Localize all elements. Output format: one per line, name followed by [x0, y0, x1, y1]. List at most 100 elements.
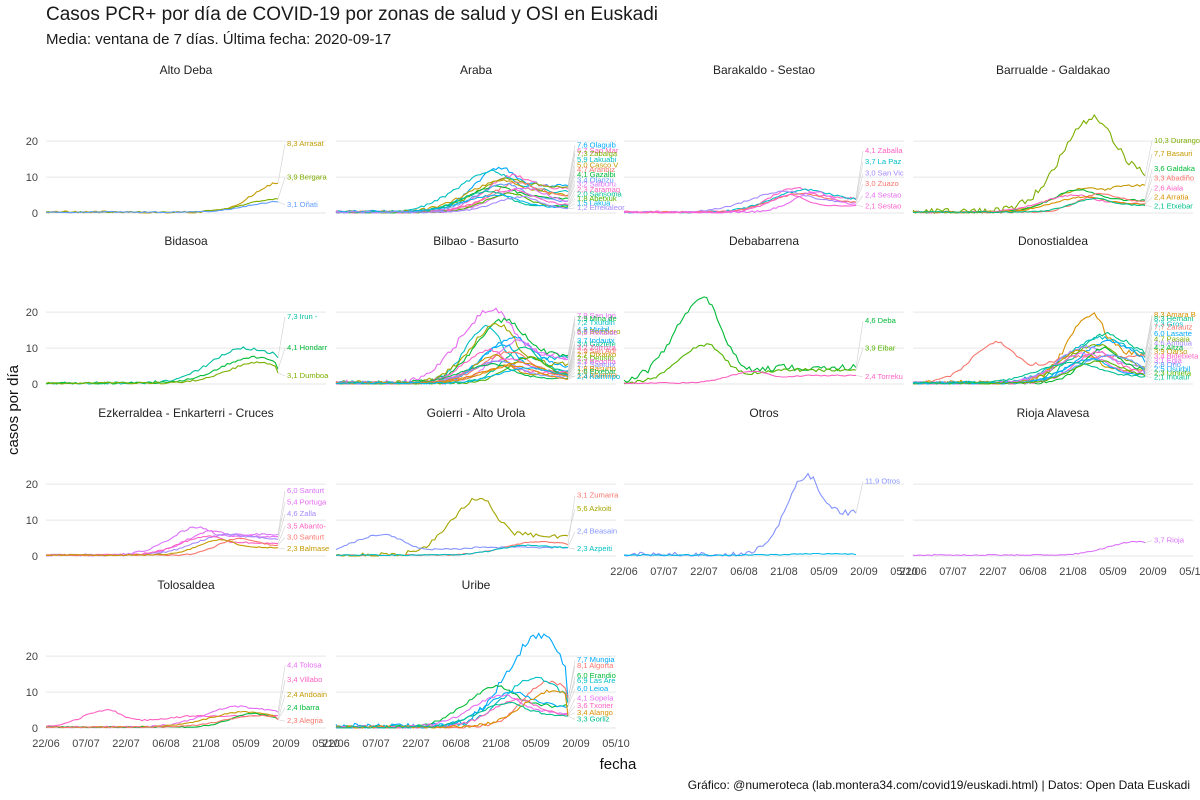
label-leader	[1144, 376, 1153, 378]
x-tick-label: 21/08	[192, 738, 220, 750]
label-leader	[567, 180, 576, 201]
series-end-label: 1,6 Etxebar	[577, 367, 616, 376]
series-line	[45, 198, 279, 214]
series-end-label: 5,9 Lakuabi	[577, 155, 617, 164]
series-end-label: 4,7 Aranbiz	[577, 165, 615, 174]
facet-strip-label: Barrualde - Galdakao	[996, 63, 1110, 77]
series-end-label: 2,4 Ibarra	[287, 703, 320, 712]
series-end-label: 3,2 Salburu	[577, 180, 616, 189]
x-tick-label: 22/06	[322, 738, 350, 750]
series-end-label: 3,0 Zuazo	[865, 179, 899, 188]
label-leader	[277, 490, 286, 535]
label-leader	[567, 160, 576, 192]
label-leader	[567, 688, 576, 707]
facet-panel: Bidasoa 0 10 20 7,3 Irun - 4,1 Hondarr 3,1 Dum…	[26, 234, 329, 391]
y-tick-label: 20	[26, 479, 38, 491]
series-end-label: 2,3 Balmase	[287, 544, 329, 553]
label-leader	[1144, 140, 1153, 177]
series-end-label: 8,1 Algorta	[577, 661, 614, 670]
label-leader	[1144, 360, 1153, 374]
series-end-label: 6,0 Leioa	[577, 684, 609, 693]
series-end-label: 2,7 Otxarko	[577, 350, 616, 359]
label-leader	[567, 371, 576, 379]
series-end-label: 2,3 Begoña	[577, 357, 617, 366]
series-end-label: 2,3 Azpeiti	[577, 544, 612, 553]
label-leader	[855, 375, 864, 378]
facet-strip-label: Donostialdea	[1018, 234, 1088, 248]
label-leader	[567, 358, 576, 376]
series-end-label: 1,2 Errekaleor	[577, 203, 625, 212]
series-end-label: 3,7 La Paz	[865, 157, 902, 166]
label-leader	[277, 316, 286, 358]
series-end-label: 2,9 San Adr	[577, 347, 617, 356]
series-line	[335, 533, 569, 551]
series-end-label: 7,3 Irun -	[287, 312, 318, 321]
series-end-label: 2,3 Alegria	[287, 716, 324, 725]
series-line	[623, 193, 857, 214]
label-leader	[855, 162, 864, 200]
x-tick-label: 06/08	[442, 738, 470, 750]
series-line	[45, 200, 279, 214]
series-line	[623, 192, 857, 214]
series-end-label: 4,4 Tolosa	[287, 661, 322, 670]
label-leader	[1144, 356, 1153, 372]
facet-strip-label: Barakaldo - Sestao	[713, 63, 815, 77]
series-line	[912, 197, 1146, 214]
facet-strip-label: Bilbao - Basurto	[433, 234, 519, 248]
series-line	[335, 195, 569, 214]
label-leader	[277, 665, 286, 713]
label-leader	[567, 705, 576, 716]
series-end-label: 7,6 Olaguib	[577, 140, 616, 149]
series-line	[335, 497, 569, 557]
series-end-label: 2,5 Deusto	[577, 353, 614, 362]
label-leader	[1144, 540, 1153, 543]
label-leader	[567, 354, 576, 375]
y-tick-label: 20	[26, 136, 38, 148]
series-end-label: 7,7 Zarautz	[1154, 322, 1193, 331]
label-leader	[855, 481, 864, 514]
label-leader	[855, 205, 864, 207]
x-axis-title: fecha	[600, 756, 637, 773]
label-leader	[277, 177, 286, 200]
x-tick-label: 21/08	[770, 566, 798, 578]
label-leader	[567, 698, 576, 714]
series-end-label: 4,7 Pasaia	[1154, 335, 1191, 344]
label-leader	[277, 694, 286, 720]
facet-panel: Ezkerraldea - Enkarterri - Cruces 0 10 20 6,…	[26, 406, 329, 563]
label-leader	[277, 680, 286, 716]
series-end-label: 5,0 Casco V	[577, 161, 619, 170]
series-end-label: 3,0 Santurt	[287, 533, 325, 542]
label-leader	[567, 318, 576, 356]
label-leader	[567, 680, 576, 704]
label-leader	[567, 165, 576, 196]
label-leader	[1144, 188, 1153, 204]
label-leader	[1144, 343, 1153, 368]
x-tick-label: 05/10	[602, 738, 630, 750]
series-end-label: 3,5 Abanto-	[287, 521, 326, 530]
series-line	[912, 361, 1146, 385]
label-leader	[855, 348, 864, 371]
x-tick-label: 07/07	[362, 738, 390, 750]
series-line	[45, 709, 279, 727]
label-leader	[1144, 347, 1153, 370]
series-end-label: 4,6 Zalla	[287, 509, 317, 518]
x-tick-label: 06/08	[152, 738, 180, 750]
series-end-label: 4,6 Antigua	[1154, 339, 1193, 348]
label-leader	[277, 348, 286, 370]
y-tick-label: 10	[26, 343, 38, 355]
series-line	[623, 296, 857, 383]
facet-panel: Barakaldo - Sestao 4,1 Zaballa 3,7 La Paz 3…	[623, 63, 904, 214]
facet-strip-label: Rioja Alavesa	[1017, 406, 1090, 420]
label-leader	[567, 712, 576, 717]
facet-strip-label: Debabarrena	[729, 234, 799, 248]
series-line	[912, 540, 1146, 557]
x-tick-label: 05/10	[890, 566, 918, 578]
label-leader	[567, 531, 576, 548]
facet-strip-label: Goierri - Alto Urola	[427, 406, 526, 420]
facet-strip-label: Tolosaldea	[157, 578, 215, 592]
series-end-label: 2,3 Urnieta	[1154, 368, 1192, 377]
x-tick-label: 20/09	[272, 738, 300, 750]
x-tick-label: 22/06	[899, 566, 927, 578]
series-end-label: 4,1 Zaballa	[865, 146, 903, 155]
